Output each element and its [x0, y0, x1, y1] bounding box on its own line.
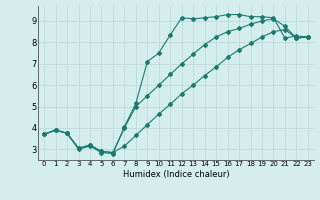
- X-axis label: Humidex (Indice chaleur): Humidex (Indice chaleur): [123, 170, 229, 179]
